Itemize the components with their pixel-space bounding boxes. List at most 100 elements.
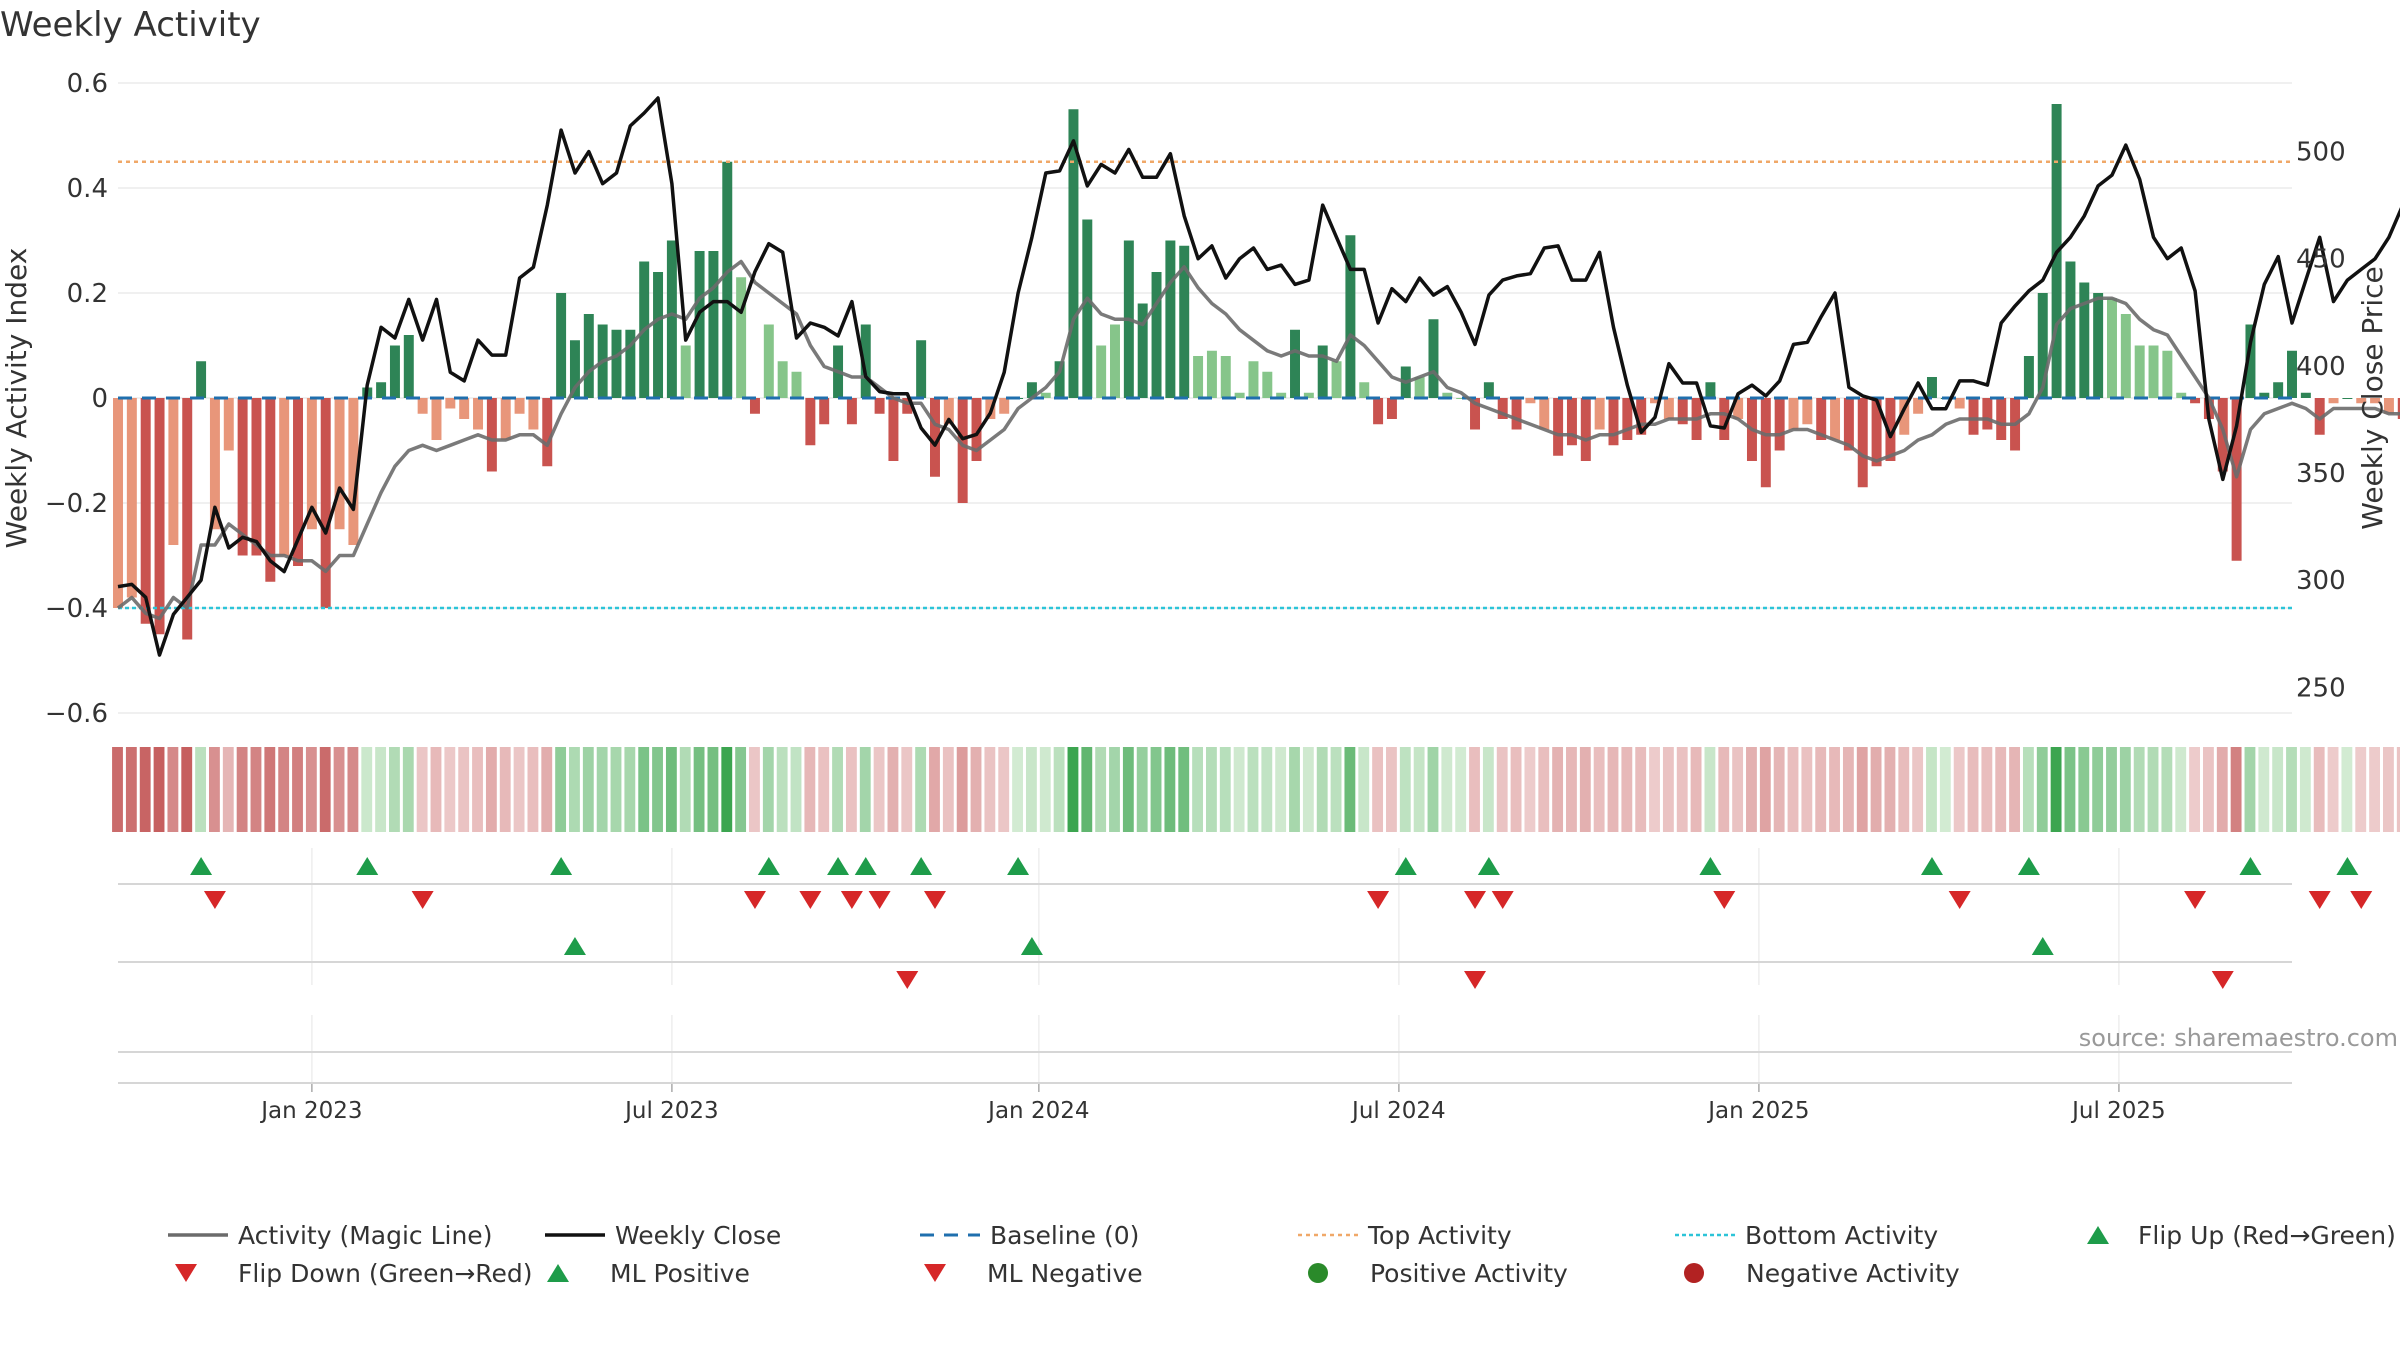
activity-heat-strip	[112, 747, 2400, 832]
activity-bar	[1830, 398, 1841, 440]
heat-strip-cell	[2299, 747, 2311, 832]
activity-bar	[1539, 398, 1550, 430]
heat-strip-cell	[1372, 747, 1384, 832]
heat-strip-cell	[1732, 747, 1744, 832]
activity-bar	[1345, 235, 1356, 398]
heat-strip-cell	[2230, 747, 2242, 832]
activity-bar	[694, 251, 705, 398]
heat-strip-cell	[555, 747, 567, 832]
activity-bar	[708, 251, 719, 398]
activity-bar	[1843, 398, 1854, 451]
legend-label: Positive Activity	[1370, 1259, 1568, 1288]
legend-label: Baseline (0)	[990, 1221, 1139, 1250]
heat-strip-cell	[1579, 747, 1591, 832]
heat-strip-cell	[1247, 747, 1259, 832]
activity-bar	[1885, 398, 1896, 461]
heat-strip-cell	[1704, 747, 1716, 832]
flip-up-marker	[1394, 857, 1417, 875]
heat-strip-cell	[2050, 747, 2062, 832]
flip-down-marker	[1713, 891, 1736, 909]
activity-bar	[791, 371, 802, 398]
heat-strip-cell	[1192, 747, 1203, 832]
heat-strip-cell	[1538, 747, 1550, 832]
heat-strip-cell	[402, 747, 414, 832]
activity-bar	[2287, 350, 2297, 398]
activity-bar	[1359, 382, 1370, 398]
heat-strip-cell	[1109, 747, 1120, 832]
heat-strip-cell	[569, 747, 580, 832]
heat-strip-cell	[375, 747, 387, 832]
activity-bar	[223, 398, 234, 451]
heat-strip-cell	[250, 747, 262, 832]
heat-strip-cell	[2064, 747, 2076, 832]
activity-bar	[196, 361, 207, 398]
activity-bar	[583, 314, 594, 398]
heat-strip-cell	[721, 747, 733, 832]
activity-bar	[1151, 272, 1162, 398]
activity-bar	[1636, 398, 1647, 435]
activity-bar	[680, 345, 691, 398]
heat-strip-cell	[679, 747, 691, 832]
activity-bar	[1179, 245, 1190, 398]
flip-up-marker	[550, 857, 573, 875]
heat-strip-cell	[1815, 747, 1827, 832]
heat-strip-cell	[2383, 747, 2394, 832]
heat-strip-cell	[430, 747, 442, 832]
heat-strip-cell	[2161, 747, 2173, 832]
gridlines	[118, 82, 2292, 1083]
y-tick-right-label: 250	[2296, 673, 2346, 703]
heat-strip-cell	[1593, 747, 1605, 832]
heat-strip-cell	[264, 747, 276, 832]
heat-strip-cell	[1870, 747, 1882, 832]
activity-bar	[154, 398, 165, 635]
heat-strip-cell	[2147, 747, 2159, 832]
heat-strip-cell	[2313, 747, 2325, 832]
activity-bar	[1234, 392, 1245, 398]
activity-bar	[929, 398, 940, 477]
heat-strip-cell	[1981, 747, 1993, 832]
y-axis-right-label: Weekly Close Price	[2356, 266, 2389, 529]
heat-strip-cell	[2272, 747, 2284, 832]
heat-strip-cell	[915, 747, 927, 832]
heat-strip-cell	[1912, 747, 1924, 832]
legend: Activity (Magic Line) Weekly Close Baselin…	[168, 1221, 2396, 1288]
activity-bar	[1040, 392, 1051, 398]
activity-bar	[334, 398, 345, 530]
heat-strip-cell	[735, 747, 747, 832]
flip-up-marker	[1477, 857, 1500, 875]
ml-positive-marker	[2031, 937, 2054, 955]
heat-strip-cell	[970, 747, 982, 832]
heat-strip-cell	[1718, 747, 1730, 832]
heat-strip-cell	[209, 747, 220, 832]
heat-strip-cell	[790, 747, 802, 832]
heat-strip-cell	[998, 747, 1010, 832]
heat-strip-cell	[472, 747, 483, 832]
activity-bar	[943, 398, 954, 425]
heat-strip-cell	[1676, 747, 1688, 832]
heat-strip-cell	[195, 747, 207, 832]
heat-strip-cell	[1358, 747, 1370, 832]
flip-down-marker	[1491, 891, 1514, 909]
legend-label: Activity (Magic Line)	[238, 1221, 492, 1250]
heat-strip-cell	[1607, 747, 1619, 832]
activity-bar	[1456, 398, 1467, 399]
heat-strip-cell	[1482, 747, 1494, 832]
heat-strip-cell	[1496, 747, 1508, 832]
activity-bar	[1082, 219, 1093, 398]
heat-strip-cell	[458, 747, 470, 832]
activity-bar	[1428, 319, 1439, 398]
heat-strip-cell	[1662, 747, 1674, 832]
y-tick-left-label: −0.4	[45, 594, 108, 624]
activity-bar	[2120, 314, 2131, 398]
heat-strip-cell	[444, 747, 456, 832]
source-note: source: sharemaestro.com	[2079, 1024, 2398, 1052]
ml-negative-marker	[2211, 971, 2234, 989]
activity-bar	[2176, 392, 2187, 398]
heat-strip-cell	[236, 747, 248, 832]
heat-strip-cell	[1427, 747, 1439, 832]
heat-strip-cell	[942, 747, 954, 832]
heat-strip-cell	[1053, 747, 1065, 832]
heat-strip-cell	[818, 747, 830, 832]
activity-bar	[1193, 356, 1204, 398]
activity-bar	[237, 398, 248, 556]
